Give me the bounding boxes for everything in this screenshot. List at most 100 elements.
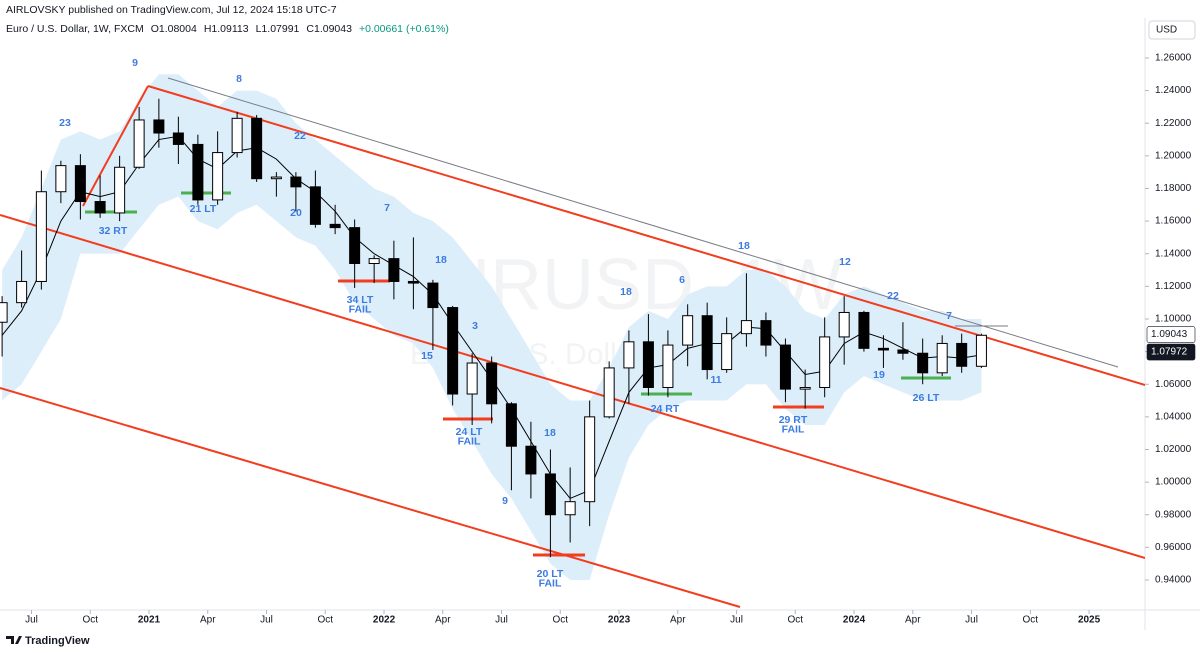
candle-body <box>192 143 204 201</box>
x-tick-label: 2024 <box>843 615 866 626</box>
price-label-box <box>1146 326 1196 343</box>
annotation: 21 LT <box>190 203 217 215</box>
x-tick-label: Apr <box>670 615 686 626</box>
candle-body <box>584 416 596 503</box>
annotation: 7 <box>384 202 390 214</box>
candle-body <box>682 315 694 346</box>
x-tick-label: Jul <box>965 615 978 626</box>
annotation: 22 <box>294 130 306 142</box>
candle-body <box>290 176 302 188</box>
candle-body <box>55 165 67 193</box>
annotation: 11 <box>710 374 721 386</box>
annotation: 23 <box>59 117 71 129</box>
annotation: 20 LT <box>537 568 564 580</box>
candle-body <box>35 191 47 282</box>
candle-body <box>838 311 850 338</box>
y-tick-label: 1.26000 <box>1155 53 1192 64</box>
candle-body <box>427 282 439 309</box>
candle-body <box>760 320 772 346</box>
annotation: 19 <box>873 369 885 381</box>
annotation: 12 <box>839 256 851 268</box>
candle-body <box>603 367 615 418</box>
candle-body <box>799 386 811 390</box>
x-tick-label: 2023 <box>608 615 631 626</box>
candle-body <box>212 152 224 201</box>
x-tick-label: Oct <box>82 615 98 626</box>
candle-body <box>407 280 419 284</box>
candle-body <box>172 132 184 145</box>
candle-body <box>486 362 498 405</box>
y-tick-label: 1.16000 <box>1155 216 1192 227</box>
candle-body <box>231 117 243 154</box>
candle-body <box>368 258 380 265</box>
candle-body <box>564 501 576 516</box>
candle-body <box>329 223 341 229</box>
x-tick-label: Apr <box>200 615 216 626</box>
annotation: 8 <box>236 73 242 85</box>
candle-body <box>897 349 909 354</box>
annotation: 29 RT <box>779 414 808 426</box>
candle-body <box>388 258 400 282</box>
y-tick-label: 1.00000 <box>1155 477 1192 488</box>
candle-body <box>642 341 654 388</box>
y-tick-label: 1.10000 <box>1155 314 1192 325</box>
x-tick-label: Jul <box>730 615 743 626</box>
annotation: 34 LT <box>347 294 374 306</box>
x-tick-label: 2021 <box>138 615 161 626</box>
annotation: 26 LT <box>913 392 940 404</box>
annotation: 24 RT <box>651 403 680 415</box>
currency-box[interactable] <box>1148 20 1196 40</box>
candle-body <box>858 311 870 349</box>
header-field: H1.09113 <box>204 23 249 35</box>
x-tick-label: Apr <box>435 615 451 626</box>
x-tick-label: Jul <box>25 615 38 626</box>
candle-body <box>975 334 987 367</box>
band-area <box>2 74 982 580</box>
candle-body <box>662 344 674 388</box>
candle-body <box>16 280 28 304</box>
price-label: 1.07972 <box>1151 347 1188 358</box>
annotation: 3 <box>472 320 478 332</box>
y-tick-label: 1.04000 <box>1155 411 1192 422</box>
annotation: 18 <box>435 254 447 266</box>
publisher: AIRLOVSKY published on TradingView.com, … <box>6 4 337 16</box>
annotation: 15 <box>421 350 433 362</box>
symbol-header: Euro / U.S. Dollar, 1W, FXCM O1.08004 H1.0… <box>6 23 449 35</box>
candle-body <box>936 342 948 374</box>
price-label-box <box>1146 343 1196 361</box>
y-tick-label: 1.02000 <box>1155 444 1192 455</box>
y-tick-label: 0.94000 <box>1155 575 1192 586</box>
x-tick-label: 2022 <box>373 615 396 626</box>
candle-body <box>505 403 517 447</box>
candle-body <box>447 307 459 395</box>
candle-body <box>133 119 145 168</box>
candle-body <box>917 352 929 374</box>
annotation: 9 <box>502 495 508 507</box>
x-tick-label: Oct <box>1023 615 1039 626</box>
annotation: 20 <box>290 207 302 219</box>
logo: TradingView <box>6 635 90 647</box>
candle-body <box>466 362 478 395</box>
candle-body <box>270 176 282 180</box>
candle-body <box>544 473 556 516</box>
candle-body <box>877 347 889 351</box>
annotation: 18 <box>620 286 632 298</box>
trend-line <box>82 85 149 207</box>
brand: TradingView <box>25 635 90 647</box>
candle-body <box>153 119 165 134</box>
annotation: FAIL <box>782 423 805 435</box>
candle-body <box>94 201 106 214</box>
header-field: Euro / U.S. Dollar, 1W, FXCM <box>6 23 144 35</box>
trend-line <box>167 77 1119 368</box>
header-field: +0.00661 (+0.61%) <box>359 23 449 35</box>
candle-body <box>819 336 831 388</box>
y-tick-label: 1.12000 <box>1155 281 1192 292</box>
plot <box>0 74 1145 608</box>
currency[interactable]: USD <box>1156 25 1177 36</box>
y-tick-label: 1.24000 <box>1155 85 1192 96</box>
annotation: 32 RT <box>99 225 128 237</box>
annotation: 7 <box>946 310 952 322</box>
candle-body <box>74 165 86 203</box>
x-tick-label: 2025 <box>1078 615 1101 626</box>
